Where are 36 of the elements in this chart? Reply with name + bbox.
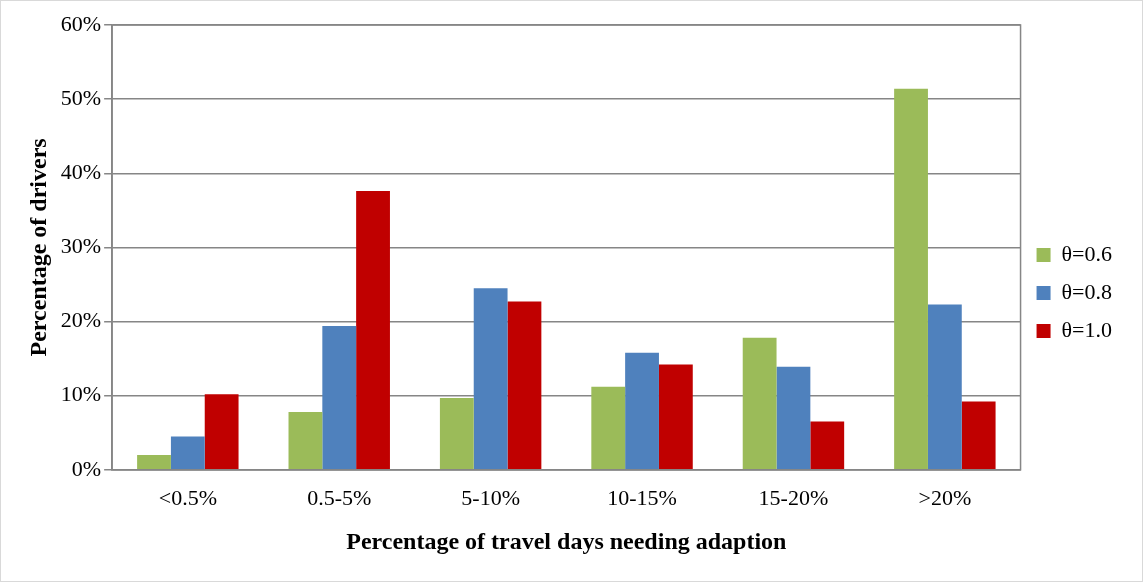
bar: [204, 394, 239, 470]
bar: [625, 352, 659, 470]
bar: [473, 288, 508, 470]
x-tick-label: <0.5%: [158, 484, 217, 510]
y-tick-label: 40%: [60, 159, 102, 185]
bar: [776, 366, 811, 470]
bar: [322, 325, 357, 470]
bar: [356, 191, 390, 470]
x-tick-label: 15-20%: [758, 484, 829, 510]
bar: [507, 301, 542, 470]
y-tick-label: 10%: [60, 381, 102, 407]
bar: [288, 411, 323, 470]
y-axis-title: Percentage of drivers: [24, 138, 51, 357]
y-tick-label: 30%: [60, 233, 102, 259]
bar: [961, 401, 996, 470]
bar: [810, 421, 845, 470]
y-tick-label: 20%: [60, 307, 102, 333]
bar: [658, 364, 693, 470]
y-tick-label: 0%: [71, 455, 102, 481]
x-tick-label: 0.5-5%: [307, 484, 372, 510]
bar: [894, 88, 928, 470]
bar: [170, 436, 205, 470]
x-tick-label: >20%: [918, 484, 972, 510]
y-tick-label: 60%: [60, 10, 102, 36]
legend-label: θ=1.0: [1061, 316, 1113, 342]
legend-label: θ=0.8: [1061, 278, 1113, 304]
y-tick-label: 50%: [60, 84, 102, 110]
legend-label: θ=0.6: [1061, 240, 1113, 266]
x-tick-label: 5-10%: [461, 484, 520, 510]
bar: [439, 397, 474, 470]
bar: [137, 454, 171, 470]
bar: [742, 337, 777, 470]
bar: [591, 386, 626, 470]
x-tick-label: 10-15%: [607, 484, 677, 510]
bar: [927, 304, 962, 470]
x-axis-title: Percentage of travel days needing adaption: [346, 527, 787, 554]
